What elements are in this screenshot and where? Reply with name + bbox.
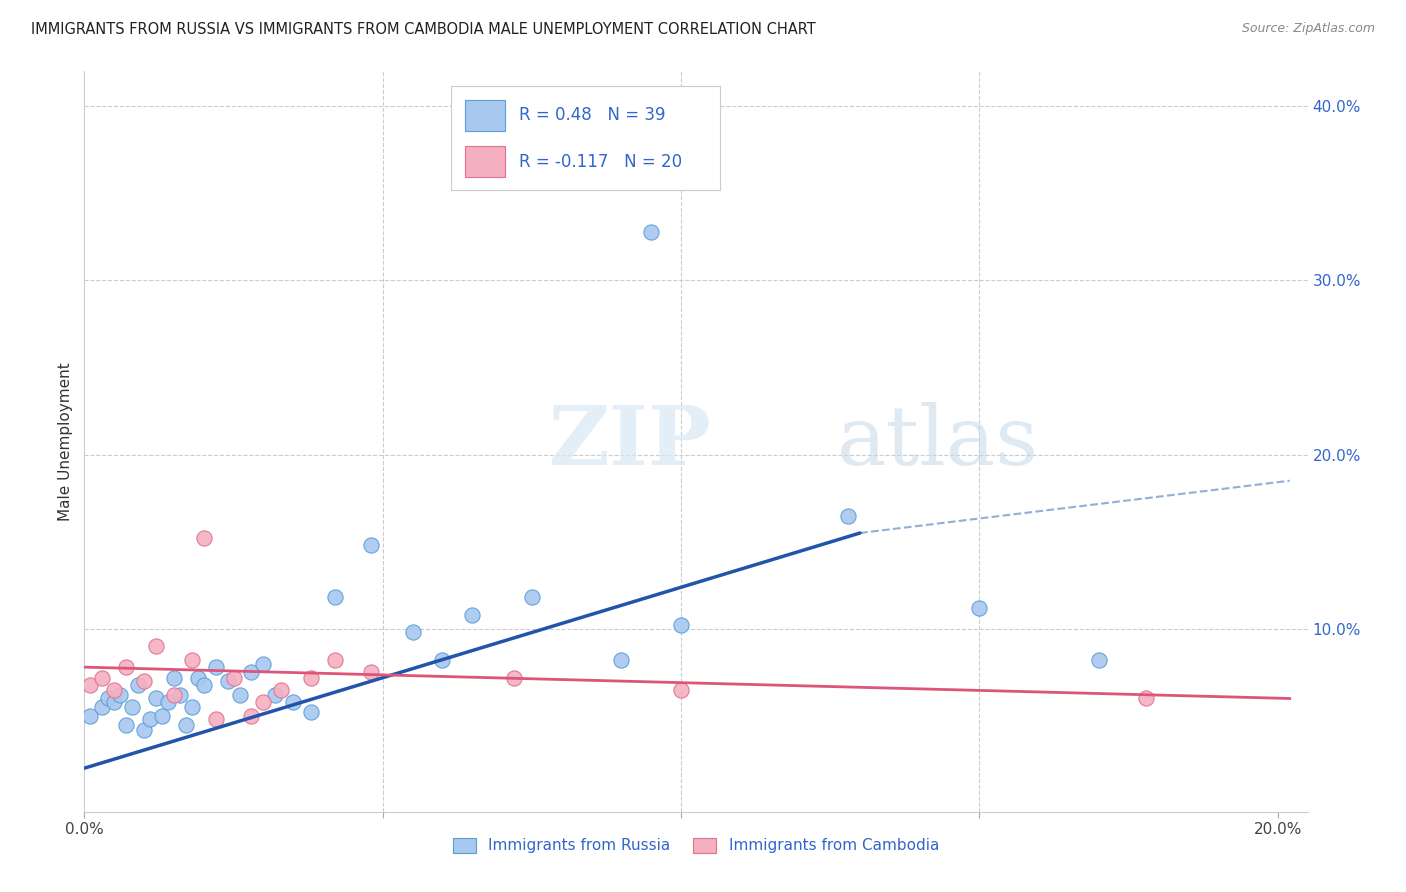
Point <box>79 709 101 723</box>
Point <box>252 695 274 709</box>
Point <box>193 677 215 691</box>
Point <box>187 671 209 685</box>
Point <box>222 671 245 685</box>
Point <box>837 508 859 523</box>
Point <box>127 677 149 691</box>
Text: IMMIGRANTS FROM RUSSIA VS IMMIGRANTS FROM CAMBODIA MALE UNEMPLOYMENT CORRELATION: IMMIGRANTS FROM RUSSIA VS IMMIGRANTS FRO… <box>31 22 815 37</box>
Point <box>1087 653 1109 667</box>
Point <box>103 682 125 697</box>
Point <box>432 653 454 667</box>
Point <box>204 660 226 674</box>
Point <box>180 653 202 667</box>
Point <box>115 660 138 674</box>
Point <box>193 531 215 545</box>
Point <box>640 225 662 239</box>
Y-axis label: Male Unemployment: Male Unemployment <box>58 362 73 521</box>
Text: ZIP: ZIP <box>550 401 711 482</box>
Point <box>132 674 155 689</box>
Point <box>520 591 543 605</box>
Point <box>669 682 692 697</box>
Point <box>240 665 263 680</box>
Point <box>121 700 143 714</box>
Point <box>323 653 346 667</box>
Point <box>163 688 186 702</box>
Point <box>228 688 250 702</box>
Point <box>270 682 292 697</box>
Point <box>360 665 382 680</box>
Point <box>180 700 202 714</box>
Point <box>145 639 167 653</box>
Point <box>97 691 120 706</box>
Point <box>503 671 526 685</box>
Point <box>204 712 226 726</box>
Point <box>217 674 239 689</box>
Point <box>1135 691 1157 706</box>
Point <box>145 691 167 706</box>
Point <box>299 671 322 685</box>
Point <box>323 591 346 605</box>
Point <box>360 538 382 552</box>
Point <box>156 695 179 709</box>
Point <box>610 653 633 667</box>
Text: Source: ZipAtlas.com: Source: ZipAtlas.com <box>1241 22 1375 36</box>
Point <box>115 717 138 731</box>
Text: atlas: atlas <box>837 401 1039 482</box>
Point <box>108 688 131 702</box>
Point <box>132 723 155 737</box>
Point <box>240 709 263 723</box>
Point <box>401 625 423 640</box>
Point <box>283 695 305 709</box>
Point <box>174 717 197 731</box>
Point <box>79 677 101 691</box>
Point <box>139 712 162 726</box>
Point <box>91 671 114 685</box>
Point <box>91 700 114 714</box>
Point <box>150 709 173 723</box>
Point <box>264 688 287 702</box>
Point <box>669 618 692 632</box>
Point <box>163 671 186 685</box>
Legend: Immigrants from Russia, Immigrants from Cambodia: Immigrants from Russia, Immigrants from … <box>447 831 945 860</box>
Point <box>969 601 991 615</box>
Point <box>461 607 484 622</box>
Point <box>103 695 125 709</box>
Point <box>299 706 322 720</box>
Point <box>169 688 191 702</box>
Point <box>252 657 274 671</box>
